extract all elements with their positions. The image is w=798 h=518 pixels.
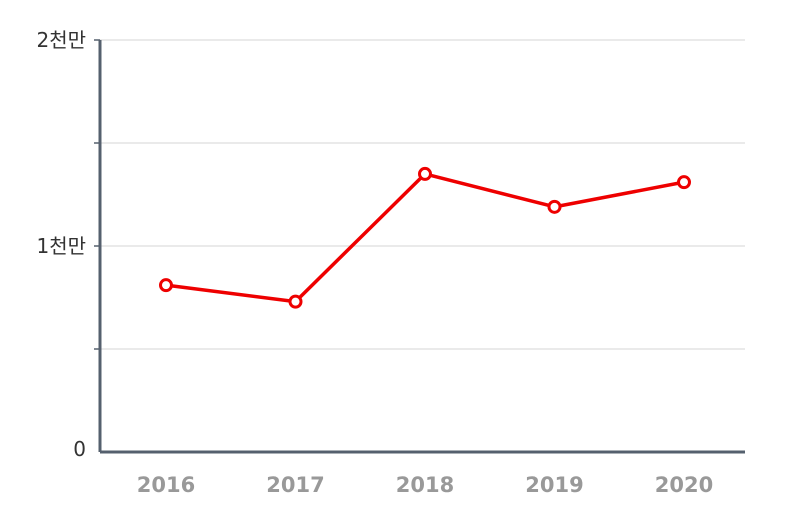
data-point-2016 <box>159 278 173 293</box>
y-tick-label-2: 2천만 <box>36 28 86 52</box>
series-line-0 <box>165 172 685 304</box>
x-tick-label-2020: 2020 <box>655 473 713 497</box>
data-point-2017 <box>288 294 303 309</box>
data-point-2018 <box>418 166 432 181</box>
y-tick-labels: 0 1천만 2천만 <box>36 28 86 461</box>
x-tick-label-2018: 2018 <box>396 473 454 497</box>
x-tick-label-2017: 2017 <box>266 473 324 497</box>
data-point-2019 <box>547 199 562 214</box>
x-tick-label-2016: 2016 <box>137 473 195 497</box>
y-tick-label-1: 1천만 <box>36 234 86 258</box>
y-tick-label-0: 0 <box>73 437 86 461</box>
axes <box>98 40 745 454</box>
series-layer <box>159 166 691 309</box>
data-point-2020 <box>677 175 691 190</box>
x-tick-label-2019: 2019 <box>525 473 583 497</box>
x-tick-labels: 2016 2017 2018 2019 2020 <box>137 473 713 497</box>
y-gridlines <box>94 39 745 350</box>
